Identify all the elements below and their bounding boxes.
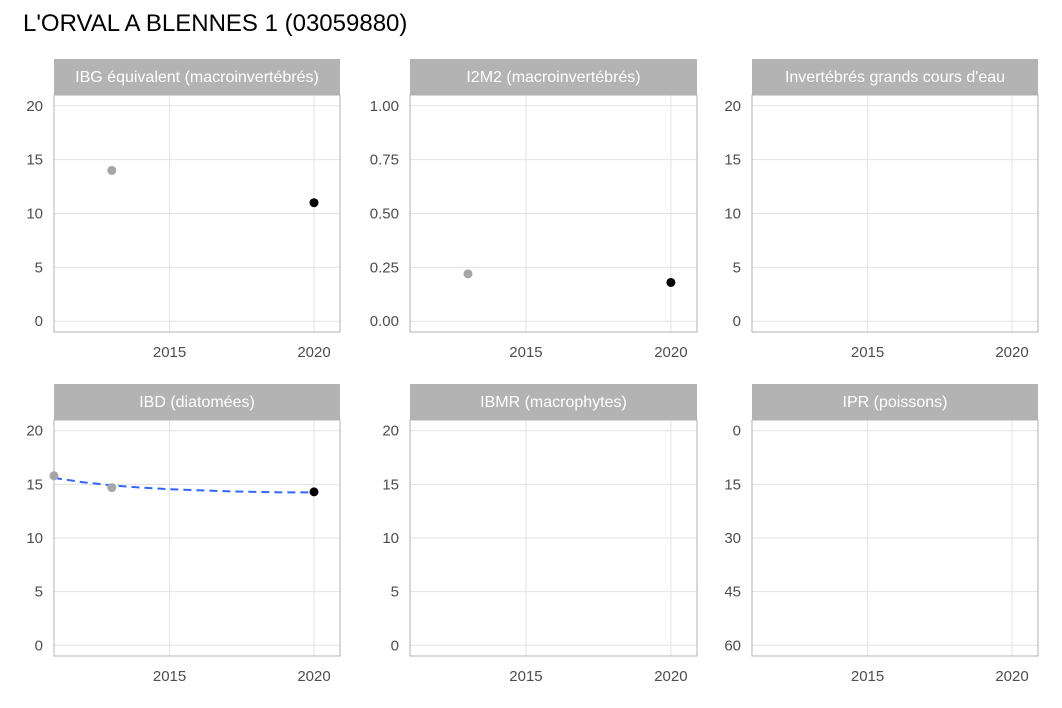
- data-point-latest: [309, 487, 319, 497]
- y-tick-label: 5: [35, 259, 43, 276]
- panel-i2m2-macroinvertebres: I2M2 (macroinvertébrés) 0.00 0.25 0.50 0.75 1…: [370, 59, 698, 361]
- data-point: [463, 269, 473, 279]
- facet-title: IPR (poissons): [843, 394, 948, 411]
- y-tick-label: 10: [26, 206, 43, 223]
- y-tick-label: 0.75: [370, 152, 399, 169]
- y-tick-label: 0.50: [370, 206, 399, 223]
- facet-title: Invertébrés grands cours d'eau: [785, 69, 1005, 86]
- x-tick-label: 2020: [995, 344, 1028, 361]
- panel-ibmr-macrophytes: IBMR (macrophytes) 0 5 10 15 20 2015 2020: [382, 384, 698, 685]
- panel-border: [751, 94, 1039, 333]
- panel-ibg-equivalent-macroinvertebres: IBG équivalent (macroinvertébrés) 0 5 10 15 2…: [26, 59, 341, 361]
- panel-border: [53, 94, 341, 333]
- data-point-latest: [309, 198, 319, 208]
- facet-strip: [54, 59, 340, 95]
- facet-title: I2M2 (macroinvertébrés): [466, 69, 640, 86]
- panel-border: [751, 419, 1039, 657]
- panel-ipr-poissons: IPR (poissons) 0 15 30 45 60 2015 2020: [724, 384, 1039, 685]
- data-point-latest: [666, 277, 676, 287]
- y-tick-label: 15: [26, 476, 43, 493]
- y-tick-label: 0: [35, 313, 43, 330]
- facet-title: IBMR (macrophytes): [480, 394, 627, 411]
- x-tick-label: 2015: [509, 668, 542, 685]
- y-tick-label: 20: [26, 423, 43, 440]
- y-tick-label: 5: [391, 584, 399, 601]
- data-point: [107, 165, 117, 175]
- y-tick-label: 20: [382, 423, 399, 440]
- y-tick-label: 1.00: [370, 98, 399, 115]
- facet-strip: [54, 384, 340, 420]
- x-tick-label: 2015: [153, 344, 186, 361]
- facet-strip: [752, 59, 1038, 95]
- y-tick-label: 5: [35, 584, 43, 601]
- y-tick-label: 0: [733, 313, 741, 330]
- y-tick-label: 0.00: [370, 313, 399, 330]
- x-tick-label: 2020: [654, 344, 687, 361]
- x-tick-label: 2015: [851, 668, 884, 685]
- y-tick-label: 0: [35, 637, 43, 654]
- y-tick-label: 15: [724, 152, 741, 169]
- panel-border: [409, 94, 698, 333]
- y-tick-label: 20: [26, 98, 43, 115]
- panel-border: [409, 419, 698, 657]
- x-tick-label: 2015: [851, 344, 884, 361]
- y-tick-label: 0.25: [370, 259, 399, 276]
- x-tick-label: 2020: [995, 668, 1028, 685]
- y-tick-label: 45: [724, 584, 741, 601]
- facet-strip: [410, 384, 697, 420]
- y-tick-label: 60: [724, 637, 741, 654]
- y-tick-label: 15: [724, 476, 741, 493]
- panel-ibd-diatomees: IBD (diatomées) 0 5 10 15 20 2015 2020: [26, 384, 341, 685]
- y-tick-label: 10: [382, 530, 399, 547]
- x-tick-label: 2020: [297, 668, 330, 685]
- data-point: [107, 483, 117, 493]
- y-tick-label: 5: [733, 259, 741, 276]
- x-tick-label: 2020: [654, 668, 687, 685]
- panel-border: [53, 419, 341, 657]
- data-point: [49, 471, 59, 481]
- facet-strip: [752, 384, 1038, 420]
- facet-strip: [410, 59, 697, 95]
- y-tick-label: 0: [733, 423, 741, 440]
- y-tick-label: 30: [724, 530, 741, 547]
- y-tick-label: 15: [382, 476, 399, 493]
- y-tick-label: 15: [26, 152, 43, 169]
- x-tick-label: 2020: [297, 344, 330, 361]
- y-tick-label: 10: [26, 530, 43, 547]
- facet-title: IBD (diatomées): [139, 394, 255, 411]
- x-tick-label: 2015: [509, 344, 542, 361]
- trend-line: [53, 476, 314, 494]
- chart-title: L'ORVAL A BLENNES 1 (03059880): [23, 10, 407, 37]
- y-tick-label: 0: [391, 637, 399, 654]
- y-tick-label: 20: [724, 98, 741, 115]
- y-tick-label: 10: [724, 206, 741, 223]
- panel-invertebres-grands-cours-d-eau: Invertébrés grands cours d'eau0510152020…: [724, 59, 1039, 361]
- x-tick-label: 2015: [153, 668, 186, 685]
- facet-panels: IBG équivalent (macroinvertébrés) 0 5 10 15 2…: [26, 59, 1039, 685]
- facet-title: IBG équivalent (macroinvertébrés): [75, 69, 319, 86]
